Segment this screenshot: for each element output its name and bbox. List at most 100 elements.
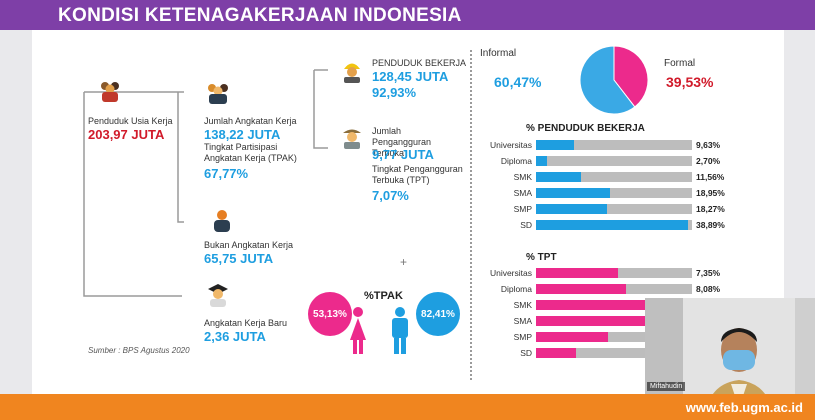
bar <box>536 268 618 278</box>
bar-value-label: 38,89% <box>696 220 725 230</box>
bekerja-pct: 92,93% <box>372 85 417 100</box>
bar-row: SMA <box>478 314 778 328</box>
pie-slice-informal <box>579 45 636 115</box>
tpt-chart-title: % TPT <box>526 252 557 263</box>
bar-row: SMP <box>478 330 778 344</box>
slide-content: + Penduduk Usia Kerja 203,97 JUTA Jumlah… <box>32 30 784 394</box>
bar <box>536 140 574 150</box>
kerja-baru-value: 2,36 JUTA <box>204 329 266 344</box>
graduate-icon <box>204 282 232 308</box>
bar-value-label: 8,08% <box>696 284 721 294</box>
bar-category-label: SMP <box>513 204 532 214</box>
bar-track <box>536 348 692 358</box>
bar-track <box>536 188 692 198</box>
bar-value-label: 11,56% <box>696 172 725 182</box>
bar-category-label: SMA <box>513 188 532 198</box>
bar-category-label: Diploma <box>500 156 532 166</box>
vertical-divider <box>470 50 472 380</box>
tpt-label: Tingkat Pengangguran Terbuka (TPT) <box>372 164 463 185</box>
employment-pie-chart <box>579 45 649 115</box>
bar-row: SMP 18,27% <box>478 202 778 216</box>
bar <box>536 188 610 198</box>
workforce-group-icon <box>204 80 232 106</box>
bar-track <box>536 156 692 166</box>
bar-track <box>536 268 692 278</box>
bar-row: SMA 18,95% <box>478 186 778 200</box>
usia-kerja-label: Penduduk Usia Kerja <box>88 116 173 126</box>
informal-value: 60,47% <box>494 74 542 90</box>
slide-title: KONDISI KETENAGAKERJAAN INDONESIA <box>58 5 462 26</box>
tpak-gender-title: %TPAK <box>364 290 403 302</box>
female-figure-icon <box>350 307 366 354</box>
bar-row: SD <box>478 346 778 360</box>
pengangguran-label: Jumlah Pengangguran Terbuka <box>372 126 432 158</box>
bar <box>536 332 608 342</box>
bar-category-label: SD <box>520 220 532 230</box>
angkatan-kerja-label: Jumlah Angkatan Kerja <box>204 116 297 126</box>
usia-kerja-value: 203,97 JUTA <box>88 127 165 142</box>
website-url: www.feb.ugm.ac.id <box>685 400 803 415</box>
bukan-angkatan-value: 65,75 JUTA <box>204 251 274 266</box>
bar-category-label: SD <box>520 348 532 358</box>
pie-slice-formal <box>613 45 649 108</box>
tpak-label: Tingkat Partisipasi Angkatan Kerja (TPAK… <box>204 142 297 163</box>
angkatan-kerja-value: 138,22 JUTA <box>204 127 281 142</box>
bar <box>536 220 688 230</box>
tpak-female-badge: 53,13% <box>308 292 352 336</box>
footer-bar: www.feb.ugm.ac.id <box>0 394 815 420</box>
bar <box>536 300 687 310</box>
bar-category-label: SMP <box>513 332 532 342</box>
male-figure-icon <box>392 307 408 354</box>
resting-person-icon <box>208 208 236 234</box>
tpak-female-value: 53,13% <box>313 308 347 320</box>
bar-track <box>536 204 692 214</box>
bar-row: Universitas 9,63% <box>478 138 778 152</box>
bar <box>536 284 627 294</box>
presenter-name: Miftahudin <box>647 382 686 391</box>
group-people-icon <box>96 78 124 104</box>
bar-value-label: 7,35% <box>696 268 721 278</box>
source-note: Sumber : BPS Agustus 2020 <box>88 346 190 355</box>
flow-connectors: + <box>83 69 407 297</box>
bekerja-value: 128,45 JUTA <box>372 69 449 84</box>
bar <box>536 156 547 166</box>
bar-track <box>536 332 692 342</box>
bar <box>536 172 582 182</box>
bar-value-label: 18,27% <box>696 204 725 214</box>
pengangguran-value: 9,77 JUTA <box>372 147 434 162</box>
slide-header: KONDISI KETENAGAKERJAAN INDONESIA <box>0 0 815 30</box>
bar-category-label: Universitas <box>489 140 532 150</box>
bar-track <box>536 300 692 310</box>
informal-label: Informal <box>480 48 517 59</box>
bar-category-label: SMK <box>513 172 532 182</box>
bar-category-label: Diploma <box>500 284 532 294</box>
kerja-baru-label: Angkatan Kerja Baru <box>204 318 288 328</box>
tpak-male-badge: 82,41% <box>416 292 460 336</box>
bar-value-label: 9,63% <box>696 140 721 150</box>
bar-track <box>536 284 692 294</box>
bar-track <box>536 220 692 230</box>
bar-value-label: 2,70% <box>696 156 721 166</box>
tpt-value: 7,07% <box>372 188 409 203</box>
bar <box>536 204 608 214</box>
bar-category-label: Universitas <box>489 268 532 278</box>
tpak-male-value: 82,41% <box>421 308 455 320</box>
bar <box>536 316 646 326</box>
bar-row: SMK 11,56% <box>478 170 778 184</box>
plus-sign: + <box>400 255 407 269</box>
bar-category-label: SMK <box>513 300 532 310</box>
worker-helmet-icon <box>338 58 366 84</box>
bekerja-label: PENDUDUK BEKERJA <box>372 58 467 68</box>
bar-track <box>536 316 692 326</box>
formal-value: 39,53% <box>666 74 714 90</box>
bar-value-label: 18,95% <box>696 188 725 198</box>
bekerja-chart-title: % PENDUDUK BEKERJA <box>526 123 645 134</box>
formal-label: Formal <box>664 58 696 69</box>
tpt-bar-chart: Universitas 7,35% Diploma 8,08% SMK SMA SMP SD <box>478 266 778 362</box>
tpak-value: 67,77% <box>204 166 249 181</box>
bar-row: SD 38,89% <box>478 218 778 232</box>
bar-row: Diploma 8,08% <box>478 282 778 296</box>
bar-row: Diploma 2,70% <box>478 154 778 168</box>
bekerja-bar-chart: Universitas 9,63% Diploma 2,70% SMK 11,56% SMA… <box>478 138 778 234</box>
bar-row: SMK <box>478 298 778 312</box>
